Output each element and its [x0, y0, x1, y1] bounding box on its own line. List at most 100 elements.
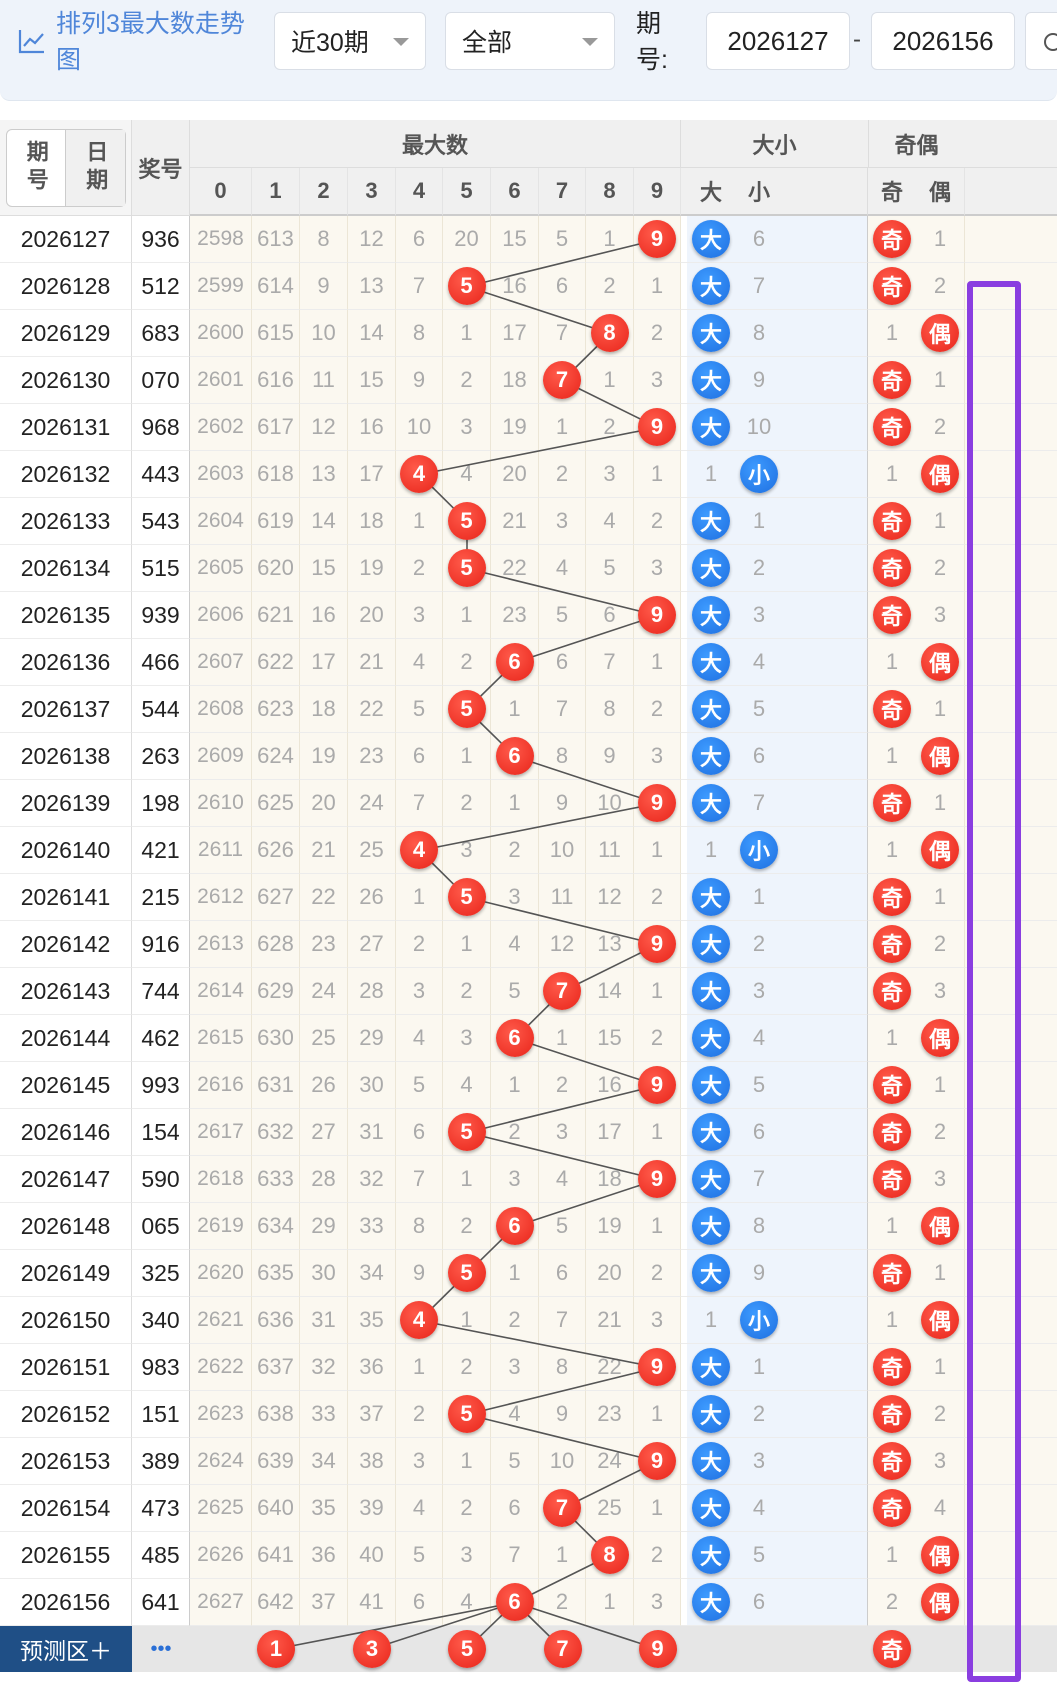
digit-header-3: 3 — [348, 168, 396, 216]
digit-cell: 13 — [348, 263, 396, 310]
gap-cell — [783, 1391, 868, 1438]
size-ball: 大 — [692, 878, 730, 916]
digit-cell: 20 — [300, 780, 348, 827]
digit-cell: 34 — [300, 1438, 348, 1485]
gap-cell — [783, 1344, 868, 1391]
digit-cell: 23 — [491, 592, 539, 639]
award-cell: 916 — [132, 921, 190, 968]
header-filler — [964, 120, 1057, 168]
parity-cell: 1 — [916, 216, 964, 263]
digit-cell: 622 — [252, 639, 300, 686]
size-group-header: 大小 — [681, 120, 868, 168]
parity-cell: 1 — [916, 780, 964, 827]
digit-cell: 635 — [252, 1250, 300, 1297]
parity-ball: 奇 — [873, 1254, 911, 1292]
size-cell: 大 — [687, 1579, 735, 1626]
digit-cell: 632 — [252, 1109, 300, 1156]
gap-cell — [681, 1438, 687, 1485]
digit-cell: 37 — [300, 1579, 348, 1626]
size-ball: 大 — [692, 1583, 730, 1621]
digit-cell: 1 — [491, 780, 539, 827]
size-cell: 大 — [687, 921, 735, 968]
filler-cell — [964, 545, 1057, 592]
digit-cell: 2 — [396, 921, 443, 968]
digit-cell: 2601 — [190, 357, 252, 404]
parity-cell: 偶 — [916, 1015, 964, 1062]
gap-cell — [681, 1344, 687, 1391]
digit-cell: 628 — [252, 921, 300, 968]
size-cell: 5 — [735, 1062, 783, 1109]
gap-cell — [783, 545, 868, 592]
digit-cell: 24 — [586, 1438, 634, 1485]
max-digit-ball: 6 — [495, 737, 534, 775]
digit-cell: 2 — [491, 1109, 539, 1156]
parity-cell: 1 — [916, 1250, 964, 1297]
digit-cell: 16 — [491, 263, 539, 310]
filler-cell — [964, 1062, 1057, 1109]
digit-cell: 4 — [396, 1015, 443, 1062]
size-cell: 大 — [687, 1109, 735, 1156]
size-ball: 大 — [692, 972, 730, 1010]
page-title: 排列3最大数走势图 — [56, 10, 245, 74]
range-select[interactable]: 近30期 — [274, 12, 426, 70]
digit-cell: 2619 — [190, 1203, 252, 1250]
period-from-input[interactable]: 2026127 — [706, 12, 850, 70]
digit-cell: 10 — [586, 780, 634, 827]
parity-ball: 奇 — [873, 1489, 911, 1527]
digit-cell: 12 — [348, 216, 396, 263]
size-cell: 大 — [687, 968, 735, 1015]
digit-cell: 619 — [252, 498, 300, 545]
digit-cell: 4 — [396, 451, 443, 498]
digit-cell: 23 — [300, 921, 348, 968]
predict-area-button[interactable]: 预测区＋ — [0, 1626, 132, 1672]
gap-cell — [681, 263, 687, 310]
size-cell: 3 — [735, 592, 783, 639]
size-header-1: 小 — [735, 168, 783, 216]
award-cell: 983 — [132, 1344, 190, 1391]
digit-cell: 2627 — [190, 1579, 252, 1626]
gap-cell — [783, 921, 868, 968]
digit-cell: 629 — [252, 968, 300, 1015]
parity-ball: 奇 — [873, 1113, 911, 1151]
predict-parity-cell: 奇 — [868, 1626, 916, 1672]
digit-cell: 2 — [586, 404, 634, 451]
digit-cell: 22 — [586, 1344, 634, 1391]
digit-cell: 634 — [252, 1203, 300, 1250]
digit-cell: 3 — [634, 733, 681, 780]
digit-cell: 2611 — [190, 827, 252, 874]
more-options-button[interactable]: ••• — [132, 1626, 190, 1672]
size-cell: 7 — [735, 780, 783, 827]
period-cell: 2026148 — [0, 1203, 132, 1250]
award-cell: 421 — [132, 827, 190, 874]
gap-cell — [681, 1485, 687, 1532]
digit-cell: 7 — [396, 1156, 443, 1203]
digit-cell: 17 — [586, 1109, 634, 1156]
max-digit-ball: 6 — [495, 1583, 534, 1621]
filler-cell — [964, 1109, 1057, 1156]
digit-cell: 2605 — [190, 545, 252, 592]
digit-cell: 23 — [586, 1391, 634, 1438]
gap-cell — [783, 639, 868, 686]
gap-cell — [783, 1062, 868, 1109]
digit-cell: 5 — [539, 1203, 586, 1250]
type-select[interactable]: 全部 — [445, 12, 615, 70]
digit-cell: 639 — [252, 1438, 300, 1485]
digit-cell: 2615 — [190, 1015, 252, 1062]
max-digit-ball: 9 — [638, 784, 676, 822]
size-ball: 大 — [692, 925, 730, 963]
period-to-input[interactable]: 2026156 — [871, 12, 1015, 70]
max-digit-ball: 9 — [638, 220, 676, 258]
gap-cell — [681, 592, 687, 639]
digit-cell: 31 — [348, 1109, 396, 1156]
search-button[interactable] — [1025, 12, 1057, 70]
digit-cell: 17 — [491, 310, 539, 357]
size-cell: 2 — [735, 921, 783, 968]
period-cell: 2026145 — [0, 1062, 132, 1109]
digit-cell: 7 — [539, 1485, 586, 1532]
digit-cell: 3 — [443, 827, 491, 874]
parity-cell: 奇 — [868, 1062, 916, 1109]
max-digit-ball: 9 — [638, 925, 676, 963]
size-ball: 大 — [692, 1489, 730, 1527]
award-cell: 065 — [132, 1203, 190, 1250]
digit-cell: 34 — [348, 1250, 396, 1297]
